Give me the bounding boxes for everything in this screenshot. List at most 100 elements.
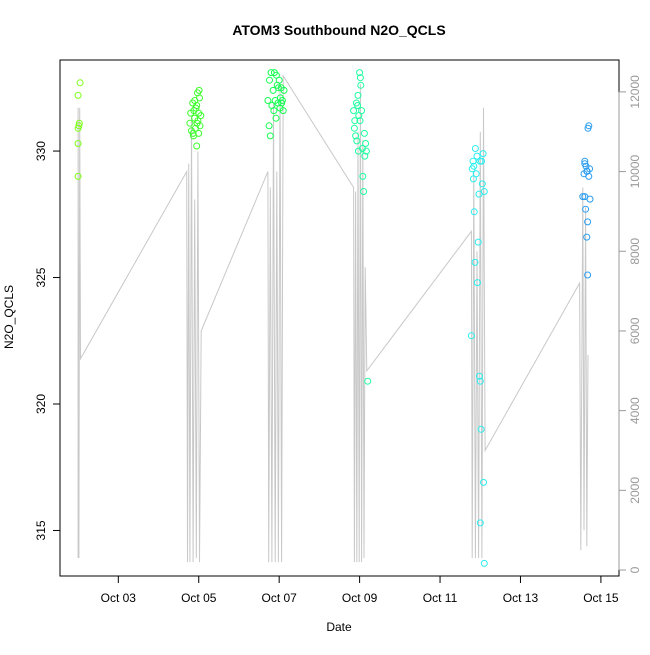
data-point [193,142,201,150]
altitude-line [77,74,589,563]
data-point [480,478,487,486]
x-tick-label: Oct 05 [181,591,217,605]
x-tick-label: Oct 07 [261,591,297,605]
data-point [193,102,201,109]
chart-title: ATOM3 Southbound N2O_QCLS [232,22,445,38]
data-point [350,124,358,132]
data-point [473,152,481,160]
y-axis-title: N2O_QCLS [2,285,16,349]
data-point [584,218,592,226]
data-point [583,167,591,175]
data-point [585,122,593,130]
data-point [274,84,282,92]
data-point [478,180,486,188]
data-point [197,112,205,120]
data-point [473,279,481,287]
x-tick-label: Oct 03 [101,591,137,605]
data-point [186,119,194,127]
right-tick-label: 8000 [628,238,642,265]
data-point [272,71,280,79]
data-point [356,74,364,82]
x-tick-label: Oct 09 [342,591,378,605]
data-point [581,157,589,165]
right-tick-label: 0 [628,566,642,573]
data-point [469,157,477,165]
data-point [476,157,484,165]
data-point [362,140,370,147]
right-tick-label: 6000 [628,317,642,344]
data-point [74,91,82,99]
series-3 [264,69,288,140]
data-point [357,81,365,89]
data-point [354,91,362,99]
data-point [471,145,479,152]
data-point [476,372,483,380]
data-point [480,559,488,567]
data-point [476,519,484,527]
data-point [583,233,591,241]
data-point [76,79,84,87]
data-point [356,117,364,125]
x-axis: Oct 03 Oct 05 Oct 07 Oct 09 Oct 11 Oct 13 Oct … [101,575,619,605]
data-point [280,86,288,94]
data-point [193,119,201,127]
data-point [74,172,82,180]
data-point [467,332,475,340]
data-point [474,238,482,246]
series-1 [74,79,84,180]
right-tick-label: 10000 [628,155,642,189]
data-point [354,102,362,109]
data-point [360,129,368,137]
data-point [586,195,594,203]
x-tick-label: Oct 13 [503,591,539,605]
data-point [189,129,197,137]
data-point [584,271,592,279]
data-point [196,94,203,102]
data-point [75,119,83,127]
y-tick-label: 330 [34,141,48,161]
data-point [272,114,280,122]
data-point [360,188,368,195]
data-point [350,107,358,115]
data-point [472,170,480,178]
data-point [362,147,370,155]
series-4 [350,69,372,385]
y-tick-label: 315 [34,520,48,540]
data-point [480,188,488,195]
data-point [352,132,360,140]
y-tick-label: 320 [34,394,48,414]
data-point [353,137,361,145]
series-2 [186,86,205,150]
x-tick-label: Oct 11 [423,591,458,605]
series-6 [579,122,594,279]
data-point [265,122,273,130]
data-point [469,175,477,183]
x-tick-label: Oct 15 [583,591,619,605]
data-point [476,377,484,385]
data-point [470,208,478,216]
data-point [74,140,82,147]
right-tick-label: 4000 [628,397,642,424]
data-point [266,76,273,84]
data-point [356,69,364,77]
data-point [479,150,487,158]
right-tick-label: 12000 [628,75,642,109]
altitude-layer [77,74,589,563]
data-point [264,97,272,104]
data-point [477,425,485,433]
series-5 [467,145,488,567]
y-tick-label: 325 [34,267,48,287]
data-point [351,117,359,125]
data-point [270,107,278,115]
data-point [471,258,479,266]
data-point [266,132,274,140]
data-point [75,122,83,130]
x-axis-title: Date [326,620,352,634]
data-point [359,172,367,180]
right-tick-label: 2000 [628,477,642,504]
right-axis: 0 2000 4000 6000 8000 10000 12000 [618,75,642,573]
data-point [358,107,366,115]
data-point [195,86,203,94]
